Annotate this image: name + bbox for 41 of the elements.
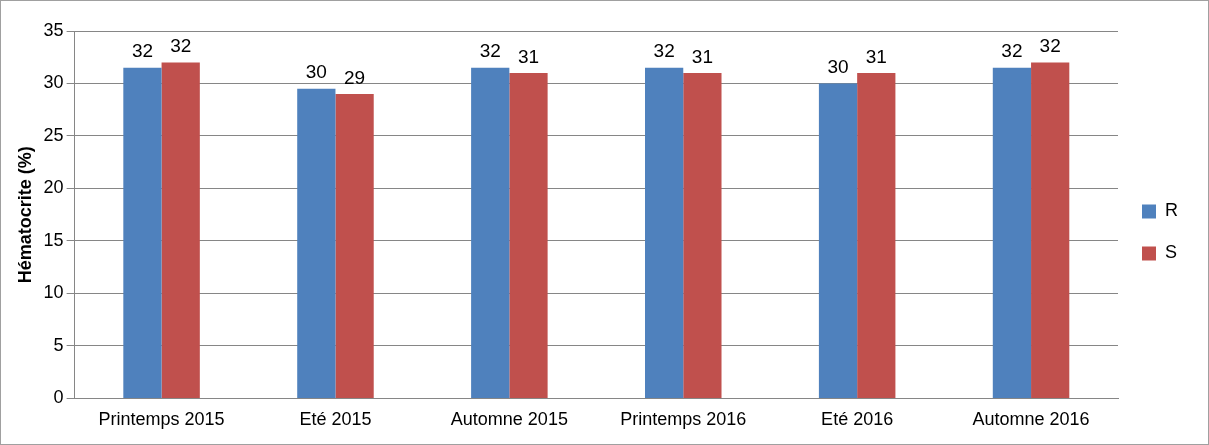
x-tick-label: Eté 2016 [821, 409, 894, 430]
y-tick-label: 30 [43, 72, 64, 93]
bar [992, 67, 1032, 398]
data-label: 29 [344, 66, 366, 88]
data-label: 30 [305, 61, 327, 83]
data-label: 32 [1039, 35, 1061, 57]
x-tick-label: Automne 2016 [972, 409, 1090, 430]
bar [123, 67, 162, 398]
bar [818, 83, 858, 398]
data-label: 31 [865, 45, 887, 67]
bar [471, 67, 510, 398]
bar [297, 88, 336, 398]
data-label: 32 [479, 40, 501, 62]
x-tick-label: Printemps 2015 [98, 409, 225, 430]
bar [857, 72, 896, 398]
bar [683, 72, 722, 398]
data-label: 32 [170, 35, 192, 57]
x-tick-label: Printemps 2016 [620, 409, 747, 430]
bar [335, 93, 374, 398]
bar [645, 67, 684, 398]
y-tick-label: 5 [53, 334, 64, 355]
y-tick-label: 35 [43, 19, 64, 40]
y-tick-label: 25 [43, 124, 64, 145]
y-tick-label: 10 [43, 282, 64, 303]
data-label: 32 [131, 40, 154, 62]
bar [161, 62, 200, 398]
x-tick-label: Automne 2015 [450, 409, 568, 430]
data-label: 30 [827, 56, 849, 78]
y-tick-label: 15 [43, 229, 64, 250]
data-label: 32 [653, 40, 675, 62]
bar [509, 72, 548, 398]
y-tick-label: 20 [43, 177, 64, 198]
data-label: 31 [517, 45, 540, 67]
data-label: 31 [691, 45, 713, 67]
y-tick-label: 0 [53, 387, 64, 408]
bar [1031, 62, 1070, 398]
data-label: 32 [1001, 40, 1023, 62]
y-axis-title: Hématocrite (%) [14, 146, 35, 284]
legend-label: S [1165, 242, 1178, 263]
x-tick-label: Eté 2015 [299, 409, 372, 430]
legend-label: R [1165, 200, 1178, 221]
